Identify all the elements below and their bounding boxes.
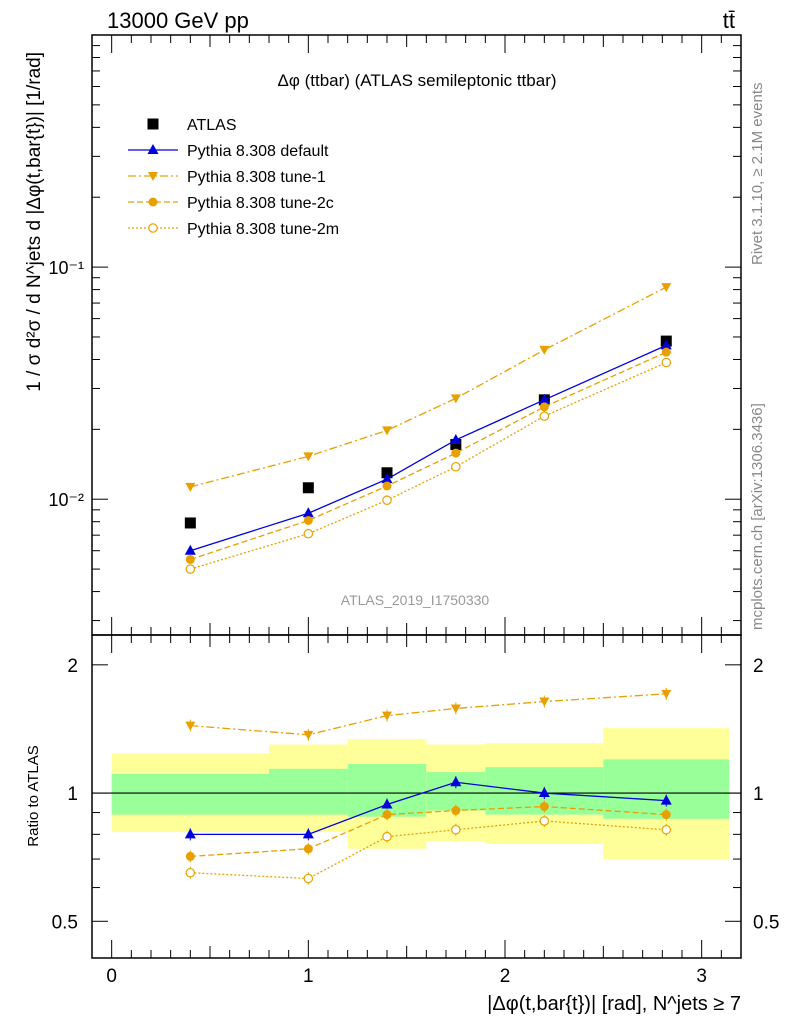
series-line-pythia-8-308-tune-2m	[190, 361, 667, 570]
legend-marker	[148, 223, 158, 233]
rivet-version-label: Rivet 3.1.10, ≥ 2.1M events	[749, 83, 766, 266]
ratio-point-pythia-8-308-tune-1	[382, 711, 392, 721]
ratio-point-pythia-8-308-tune-2c	[661, 810, 671, 820]
data-point-pythia-8-308-tune-1	[185, 482, 196, 492]
data-point-pythia-8-308-tune-2m	[661, 357, 672, 368]
series-line-pythia-8-308-tune-2c	[190, 351, 667, 561]
data-point-pythia-8-308-tune-2c	[185, 554, 195, 564]
data-point-pythia-8-308-tune-1	[303, 452, 314, 462]
ratio-point-pythia-8-308-default	[660, 794, 672, 805]
ratio-point-pythia-8-308-tune-1	[450, 704, 461, 714]
legend: ATLAS Pythia 8.308 default Pythia 8.308 tu…	[128, 117, 339, 238]
data-point-pythia-8-308-tune-2m	[451, 461, 461, 472]
ratio-point-pythia-8-308-tune-1	[185, 721, 196, 731]
data-point-pythia-8-308-default	[450, 433, 462, 444]
x-tick-label: 2	[500, 966, 511, 987]
ratio-y-tick-label-right: 0.5	[753, 912, 779, 933]
series-line-pythia-8-308-tune-1	[190, 286, 667, 488]
data-point-pythia-8-308-tune-2c	[382, 481, 392, 491]
mcplots-reference-label: mcplots.cern.ch [arXiv:1306.3436]	[749, 403, 766, 630]
ratio-point-pythia-8-308-tune-2m	[303, 873, 314, 884]
data-point-pythia-8-308-default	[184, 544, 196, 555]
ratio-y-axis-label: Ratio to ATLAS	[25, 745, 42, 846]
x-tick-label: 3	[696, 966, 707, 987]
data-point-pythia-8-308-tune-2c	[661, 347, 671, 357]
data-point-pythia-8-308-tune-2m	[539, 411, 550, 421]
y-tick-label: 10⁻¹	[48, 258, 84, 278]
uncertainty-band-inner	[111, 773, 270, 815]
ratio-y-tick-label: 0.5	[52, 912, 78, 933]
data-point-pythia-8-308-tune-2m	[185, 564, 196, 574]
ratio-plot-frame	[91, 634, 742, 959]
legend-marker	[147, 118, 159, 130]
ratio-point-pythia-8-308-tune-1	[539, 697, 550, 707]
ratio-point-pythia-8-308-default	[538, 787, 550, 798]
main-title: Δφ (ttbar) (ATLAS semileptonic ttbar)	[277, 71, 556, 90]
main-y-axis-label: 1 / σ d²σ / d N^jets d |Δφ(t,bar{t})| [1…	[24, 52, 45, 392]
data-point-pythia-8-308-tune-2c	[303, 515, 313, 525]
data-point-pythia-8-308-tune-1	[450, 394, 461, 404]
ratio-point-pythia-8-308-tune-2m	[185, 867, 196, 878]
ratio-y-tick-label: 1	[67, 784, 78, 805]
ratio-point-pythia-8-308-tune-2m	[382, 831, 392, 842]
watermark-label: ATLAS_2019_I1750330	[341, 592, 490, 608]
data-point-pythia-8-308-tune-2m	[382, 495, 392, 506]
legend-marker	[148, 172, 158, 181]
header-process-label: tt̄	[723, 8, 735, 33]
ratio-point-pythia-8-308-default	[381, 798, 393, 809]
ratio-point-pythia-8-308-tune-2m	[661, 824, 672, 835]
uncertainty-band-inner	[269, 768, 348, 815]
legend-label: Pythia 8.308 tune-2m	[187, 221, 339, 238]
ratio-point-pythia-8-308-tune-2c	[303, 844, 313, 854]
data-point-pythia-8-308-default	[538, 393, 550, 404]
main-panel: 10⁻² 10⁻¹ Δφ (ttbar) (ATLAS semileptonic …	[24, 34, 742, 636]
ratio-point-pythia-8-308-tune-1	[303, 730, 314, 740]
data-point-pythia-8-308-tune-2c	[451, 448, 461, 458]
data-point-pythia-8-308-default	[302, 507, 314, 518]
ratio-point-pythia-8-308-tune-2m	[451, 824, 461, 835]
ratio-point-pythia-8-308-tune-2c	[185, 851, 195, 861]
data-point-pythia-8-308-tune-2c	[539, 402, 549, 412]
ratio-y-tick-label: 2	[67, 656, 78, 677]
data-point-atlas	[302, 482, 314, 494]
ratio-point-pythia-8-308-tune-2m	[539, 816, 550, 826]
data-point-pythia-8-308-tune-1	[382, 426, 392, 436]
data-point-pythia-8-308-default	[660, 339, 672, 350]
legend-marker	[147, 144, 159, 154]
legend-label: Pythia 8.308 default	[187, 143, 329, 160]
ratio-point-pythia-8-308-tune-1	[661, 689, 672, 699]
legend-label: ATLAS	[187, 117, 237, 134]
ratio-panel: 0.5 0.5 1 1 2 2 0 1 2 3 Ratio to ATLAS |Δφ(t,bar{…	[25, 634, 779, 1015]
ratio-point-pythia-8-308-tune-2c	[451, 806, 461, 816]
x-axis-label: |Δφ(t,bar{t})| [rad], N^jets ≥ 7	[487, 993, 741, 1015]
ratio-point-pythia-8-308-default	[184, 828, 196, 839]
ratio-point-pythia-8-308-default	[302, 828, 314, 839]
ratio-line-pythia-8-308-tune-2c	[190, 805, 667, 858]
data-point-pythia-8-308-tune-1	[661, 283, 672, 293]
ratio-point-pythia-8-308-tune-2c	[539, 801, 549, 811]
data-point-pythia-8-308-tune-2m	[303, 528, 314, 539]
ratio-line-pythia-8-308-default	[190, 781, 667, 835]
series-line-pythia-8-308-default	[190, 344, 667, 552]
x-tick-label: 0	[106, 966, 117, 987]
ratio-line-pythia-8-308-tune-2m	[190, 820, 667, 880]
ratio-point-pythia-8-308-tune-2c	[382, 810, 392, 820]
ratio-point-pythia-8-308-default	[450, 776, 462, 787]
data-point-atlas	[381, 467, 393, 479]
x-tick-label: 1	[303, 966, 314, 987]
data-point-pythia-8-308-default	[381, 473, 393, 484]
data-point-atlas	[450, 439, 462, 451]
legend-label: Pythia 8.308 tune-2c	[187, 195, 334, 212]
data-point-atlas	[184, 517, 196, 529]
ratio-y-tick-label-right: 2	[753, 656, 764, 677]
ratio-line-pythia-8-308-tune-1	[190, 693, 667, 736]
legend-marker	[148, 197, 158, 207]
y-tick-label: 10⁻²	[48, 490, 84, 510]
legend-label: Pythia 8.308 tune-1	[187, 169, 326, 186]
header-energy-label: 13000 GeV pp	[107, 8, 249, 33]
ratio-y-tick-label-right: 1	[753, 784, 764, 805]
data-point-pythia-8-308-tune-1	[539, 345, 550, 355]
